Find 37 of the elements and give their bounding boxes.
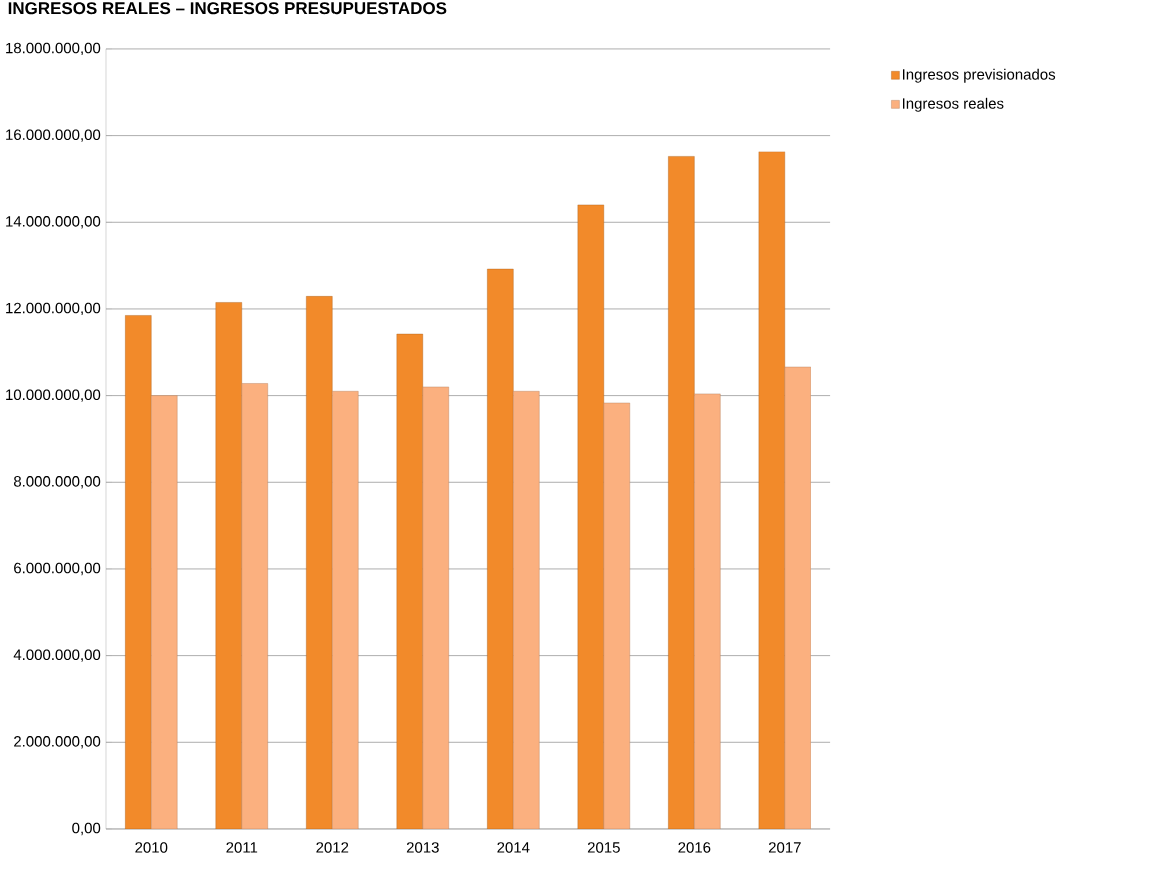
bar <box>125 315 152 829</box>
x-tick-label: 2015 <box>587 842 620 853</box>
y-tick-label: 10.000.000,00 <box>6 389 101 402</box>
bar <box>332 391 359 829</box>
y-tick-label: 2.000.000,00 <box>14 736 101 749</box>
legend-label: Ingresos reales <box>902 97 1004 112</box>
y-tick-label: 16.000.000,00 <box>6 129 101 142</box>
bar <box>151 395 178 829</box>
y-tick-label: 18.000.000,00 <box>6 42 101 56</box>
legend-label: Ingresos previsionados <box>902 68 1056 83</box>
chart-title: INGRESOS REALES – INGRESOS PRESUPUESTADOS <box>8 2 447 15</box>
y-tick-label: 4.000.000,00 <box>13 649 101 662</box>
bar <box>758 151 786 829</box>
y-tick-label: 6.000.000,00 <box>14 562 101 576</box>
bar <box>668 156 695 829</box>
bar <box>306 296 333 829</box>
x-tick-label: 2013 <box>406 842 439 853</box>
bar <box>241 383 268 829</box>
x-tick-label: 2011 <box>226 842 258 853</box>
bar <box>577 204 605 829</box>
bar <box>396 333 423 829</box>
bar <box>784 366 812 829</box>
x-tick-label: 2017 <box>768 842 801 853</box>
x-tick-label: 2014 <box>497 842 530 853</box>
x-tick-label: 2016 <box>678 842 711 853</box>
bar <box>694 393 721 829</box>
bar <box>487 268 514 829</box>
y-tick-label: 8.000.000,00 <box>13 476 101 489</box>
bar <box>215 302 242 829</box>
y-tick-label: 12.000.000,00 <box>6 302 101 316</box>
bar <box>513 391 540 829</box>
bar <box>603 402 630 829</box>
y-tick-label: 14.000.000,00 <box>6 216 101 229</box>
x-tick-label: 2012 <box>316 842 349 853</box>
bar <box>422 386 449 829</box>
x-tick-label: 2010 <box>135 842 168 853</box>
y-tick-label: 0,00 <box>72 822 101 836</box>
